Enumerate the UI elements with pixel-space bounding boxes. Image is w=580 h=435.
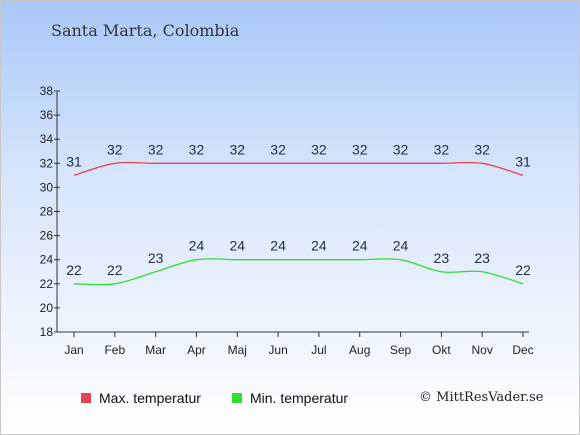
min-temp-label: 24: [229, 238, 245, 254]
x-tick-label: Apr: [187, 343, 206, 357]
y-tick-label: 32: [40, 156, 54, 170]
min-temp-label: 22: [107, 262, 123, 278]
legend-swatch-max: [81, 393, 91, 403]
min-temp-label: 24: [189, 238, 205, 254]
x-tick-label: Mar: [145, 343, 166, 357]
y-tick-label: 20: [40, 301, 54, 315]
x-tick-label: Nov: [472, 343, 493, 357]
y-tick-label: 26: [40, 229, 54, 243]
min-temp-label: 23: [148, 250, 164, 266]
data-labels: 31 32 32 32 32 32 32 32 32 32 32 31 22 22 23 24 24 24 24 24…: [66, 141, 531, 277]
x-tick-label: Okt: [432, 343, 451, 357]
y-tick-label: 30: [40, 180, 54, 194]
legend-swatch-min: [232, 393, 242, 403]
y-tick-label: 18: [40, 325, 54, 339]
min-temp-label: 23: [474, 250, 490, 266]
max-temp-label: 32: [352, 141, 368, 157]
x-tick-label: Sep: [390, 343, 412, 357]
legend-label-min: Min. temperatur: [250, 390, 349, 406]
legend-item-max: Max. temperatur: [81, 390, 201, 406]
y-tick-label: 38: [40, 84, 54, 98]
legend-item-min: Min. temperatur: [232, 390, 348, 406]
series-lines: [73, 161, 524, 286]
min-temp-label: 24: [311, 238, 327, 254]
x-tick-label: Aug: [349, 343, 370, 357]
max-temp-label: 32: [474, 141, 490, 157]
max-temp-label: 32: [189, 141, 205, 157]
max-temp-label: 32: [107, 141, 123, 157]
x-tick-label: Jun: [268, 343, 287, 357]
legend-label-max: Max. temperatur: [99, 390, 201, 406]
min-temp-label: 24: [352, 238, 368, 254]
min-temp-label: 24: [270, 238, 286, 254]
max-temp-line: [73, 161, 524, 176]
min-temp-label: 22: [515, 262, 531, 278]
max-temp-label: 32: [270, 141, 286, 157]
min-temp-label: 23: [434, 250, 450, 266]
max-temp-label: 32: [229, 141, 245, 157]
x-tick-label: Jan: [64, 343, 83, 357]
max-temp-label: 31: [515, 153, 531, 169]
y-tick-label: 22: [40, 277, 54, 291]
chart-title: Santa Marta, Colombia: [51, 21, 240, 40]
y-tick-label: 36: [40, 108, 54, 122]
y-tick-label: 28: [40, 205, 54, 219]
credit-text: © MittResVader.se: [419, 390, 544, 405]
x-tick-label: Jul: [311, 343, 326, 357]
max-temp-label: 32: [148, 141, 164, 157]
max-temp-label: 32: [434, 141, 450, 157]
x-tick-label: Feb: [104, 343, 125, 357]
y-tick-label: 34: [40, 132, 54, 146]
min-temp-label: 24: [393, 238, 409, 254]
min-temp-label: 22: [66, 262, 82, 278]
max-temp-label: 32: [393, 141, 409, 157]
x-tick-label: Dec: [512, 343, 533, 357]
max-temp-label: 31: [66, 153, 82, 169]
min-temp-line: [73, 258, 524, 286]
y-tick-label: 24: [40, 253, 54, 267]
x-tick-label: Maj: [228, 343, 247, 357]
chart-axes: 18 20 22 24 26 28 30 32 34 36 38 Jan Feb Mar Apr Maj Jun…: [40, 84, 534, 357]
max-temp-label: 32: [311, 141, 327, 157]
